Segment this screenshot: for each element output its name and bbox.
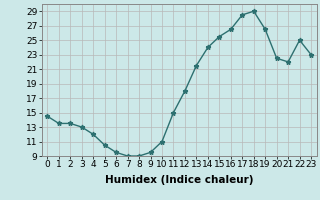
X-axis label: Humidex (Indice chaleur): Humidex (Indice chaleur) (105, 175, 253, 185)
